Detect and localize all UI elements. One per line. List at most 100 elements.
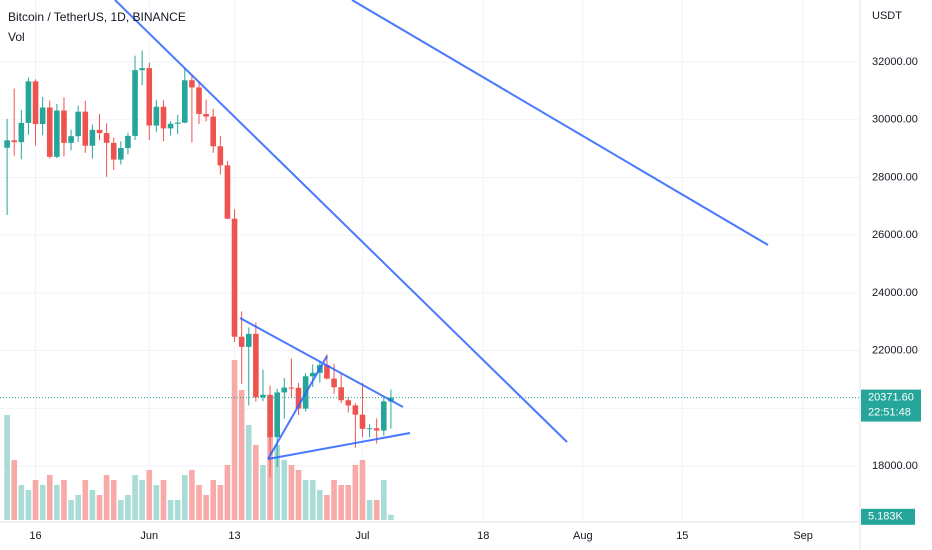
candle-body	[82, 111, 89, 146]
volume-bar	[196, 485, 202, 520]
candle-body	[267, 394, 273, 438]
grid	[0, 0, 860, 520]
candle-body	[132, 70, 138, 136]
candle-body	[224, 165, 231, 219]
candle-body	[160, 106, 167, 129]
x-tick-label: 15	[676, 530, 688, 542]
trendline	[351, 0, 769, 246]
volume-bar	[125, 495, 131, 520]
x-tick-label: 16	[29, 530, 41, 542]
chart-title: Bitcoin / TetherUS, 1D, BINANCE	[8, 10, 186, 24]
volume-bar	[217, 485, 224, 520]
volume-bar	[288, 465, 295, 520]
candle-body	[210, 116, 217, 147]
last-volume-label: 5.183K	[868, 511, 904, 523]
volume-bar	[39, 485, 46, 520]
candle-body	[181, 80, 188, 123]
volume-bar	[181, 475, 188, 520]
candle-body	[203, 113, 209, 117]
y-tick-label: 30000.00	[872, 114, 918, 126]
volume-bar	[4, 415, 10, 520]
candle-body	[11, 140, 18, 143]
volume-bar	[103, 475, 110, 520]
volume-bar	[388, 514, 394, 520]
candle-body	[238, 336, 245, 347]
volume-bar	[174, 500, 181, 520]
candle-body	[253, 333, 259, 398]
candle-body	[68, 136, 74, 143]
volume-bar	[203, 495, 209, 520]
volume-bar	[18, 485, 25, 520]
volume-pane	[4, 360, 394, 520]
volume-bar	[345, 485, 352, 520]
last-price-box	[861, 389, 921, 422]
volume-bar	[274, 445, 280, 520]
volume-bar	[352, 465, 359, 520]
candle-body	[32, 81, 39, 125]
candle-body	[75, 111, 81, 137]
candle-body	[167, 123, 174, 129]
candle-body	[153, 106, 160, 126]
candle-body	[146, 68, 153, 126]
volume-bar	[146, 470, 153, 520]
y-axis-unit: USDT	[872, 10, 902, 22]
candle-body	[309, 372, 316, 377]
x-tick-label: Sep	[793, 530, 813, 542]
candle-body	[245, 333, 252, 347]
volume-bar	[82, 480, 89, 520]
volume-bar	[359, 460, 366, 520]
volume-bar	[110, 480, 117, 520]
trendline	[267, 355, 328, 460]
volume-bar	[25, 490, 32, 520]
volume-bar	[68, 500, 74, 520]
y-tick-label: 24000.00	[872, 287, 918, 299]
candle-body	[345, 400, 352, 406]
volume-bar	[224, 465, 231, 520]
candle-body	[324, 365, 330, 379]
indicator-label: Vol	[8, 30, 25, 44]
volume-bar	[260, 465, 266, 520]
volume-bar	[295, 470, 302, 520]
candle-body	[338, 387, 344, 401]
volume-bar	[61, 480, 67, 520]
candle-body	[231, 218, 238, 337]
candle-body	[196, 87, 202, 114]
volume-bar	[317, 490, 323, 520]
volume-bar	[132, 475, 138, 520]
axes: 18000.0020000.0022000.0024000.0026000.00…	[0, 56, 921, 542]
trendlines	[114, 0, 769, 460]
candle-body	[54, 110, 60, 157]
y-tick-label: 22000.00	[872, 345, 918, 357]
countdown: 22:51:48	[868, 407, 911, 419]
volume-bar	[338, 485, 344, 520]
candle-body	[281, 387, 288, 393]
candle-body	[352, 405, 359, 415]
y-tick-label: 28000.00	[872, 171, 918, 183]
volume-bar	[167, 500, 174, 520]
volume-bar	[373, 500, 380, 520]
volume-bar	[96, 495, 103, 520]
volume-bar	[381, 480, 387, 520]
candle-body	[118, 148, 124, 160]
volume-bar	[331, 480, 337, 520]
candle-body	[217, 146, 224, 166]
volume-bar	[89, 490, 96, 520]
volume-bar	[118, 500, 124, 520]
volume-bar	[153, 485, 160, 520]
y-tick-label: 26000.00	[872, 229, 918, 241]
x-tick-label: 18	[477, 530, 489, 542]
candle-body	[89, 129, 96, 146]
volume-bar	[281, 460, 288, 520]
candle-body	[260, 394, 266, 398]
x-tick-label: 13	[228, 530, 240, 542]
candle-body	[174, 122, 181, 124]
volume-bar	[11, 460, 18, 520]
candle-body	[96, 129, 103, 134]
volume-bar	[160, 480, 167, 520]
candle-body	[103, 133, 110, 143]
volume-bar	[46, 475, 53, 520]
candle-body	[381, 401, 387, 431]
candle-body	[46, 107, 53, 157]
volume-bar	[253, 445, 259, 520]
